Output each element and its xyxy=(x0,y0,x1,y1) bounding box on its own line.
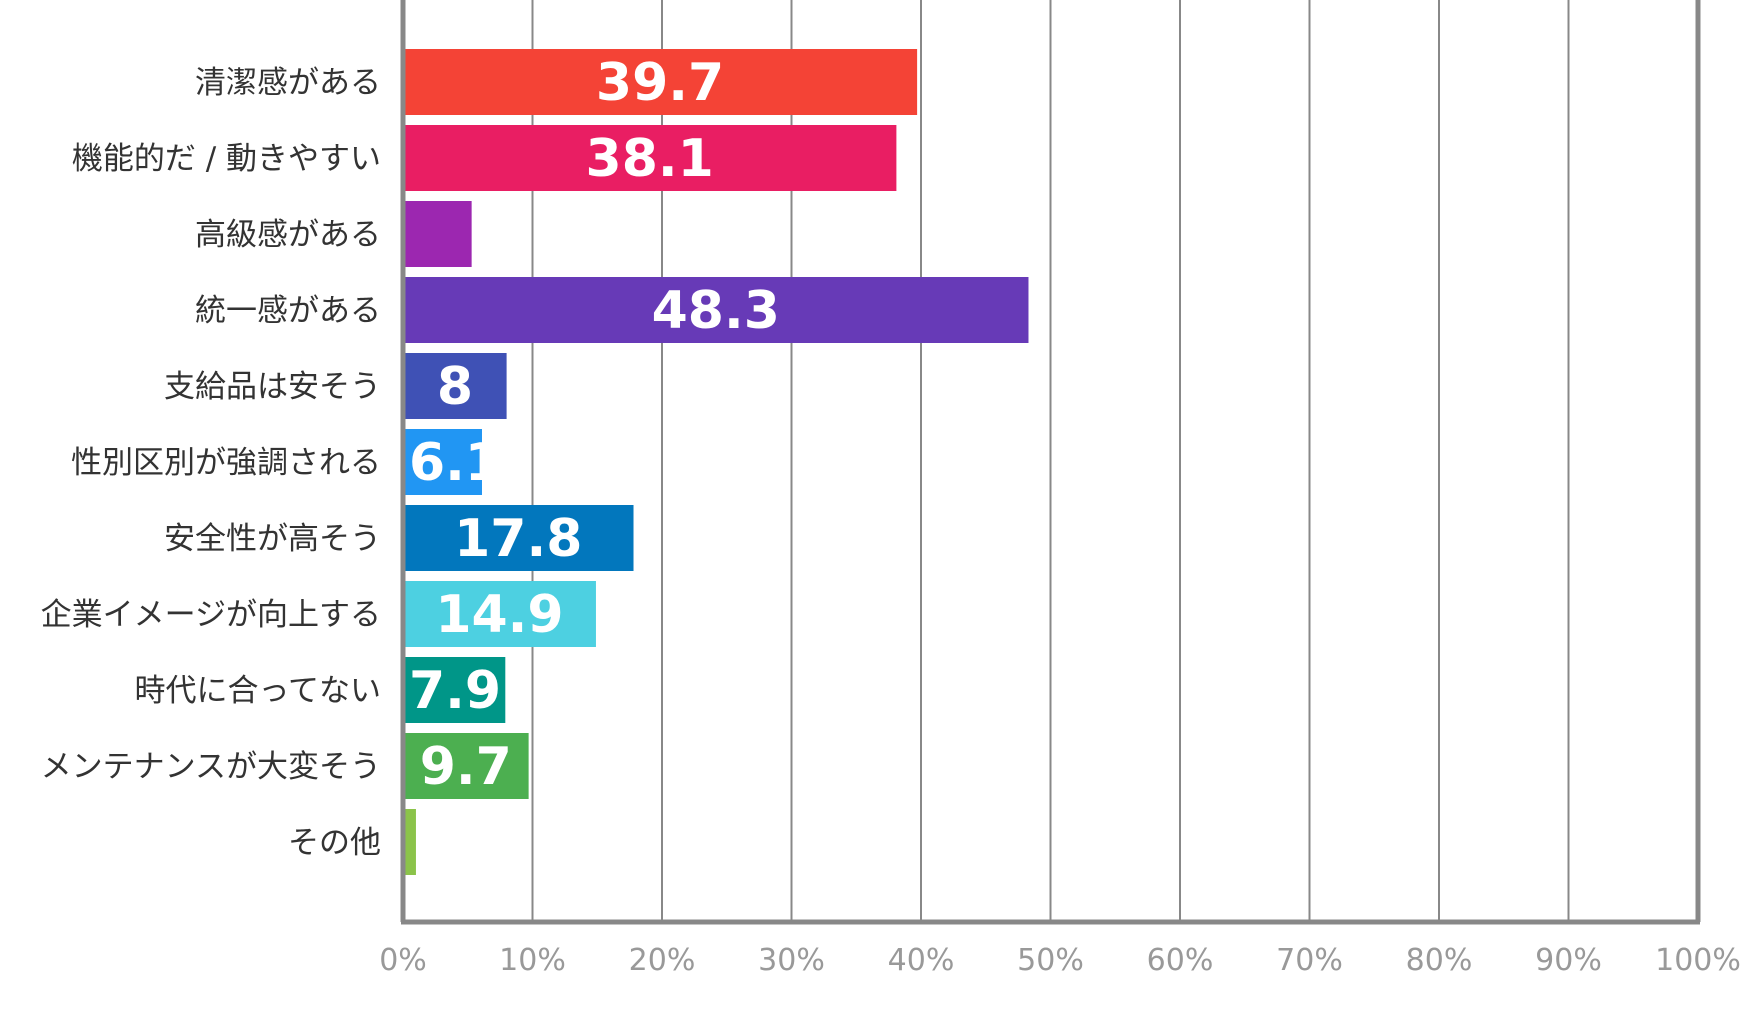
category-label: 時代に合ってない xyxy=(135,673,381,709)
x-tick-label: 40% xyxy=(888,943,955,978)
data-label: 9.7 xyxy=(420,737,512,797)
x-tick-label: 50% xyxy=(1017,943,1084,978)
x-tick-label: 30% xyxy=(758,943,825,978)
x-tick-label: 90% xyxy=(1535,943,1602,978)
data-label: 8 xyxy=(437,357,473,417)
bar xyxy=(403,657,506,723)
bars: 39.7 38.1 48.3 8 6.1 17.8 14.9 7.9 9.7 xyxy=(403,49,1029,875)
x-tick-label: 80% xyxy=(1406,943,1473,978)
bar xyxy=(403,809,416,875)
bar xyxy=(403,277,1029,343)
bar xyxy=(403,353,507,419)
bar xyxy=(403,429,482,495)
x-tick-label: 100% xyxy=(1655,943,1741,978)
data-label: 6.1 xyxy=(409,433,501,493)
x-tick-label: 70% xyxy=(1276,943,1343,978)
data-label: 38.1 xyxy=(586,129,714,189)
category-label: 性別区別が強調される xyxy=(71,445,381,481)
data-label: 7.9 xyxy=(409,661,501,721)
bar xyxy=(403,201,472,267)
bar xyxy=(403,505,634,571)
data-label: 48.3 xyxy=(652,281,780,341)
category-label: 清潔感がある xyxy=(195,65,381,101)
bar xyxy=(403,733,529,799)
data-label: 39.7 xyxy=(596,53,724,113)
axes xyxy=(400,0,1701,925)
category-label: 安全性が高そう xyxy=(164,521,381,557)
x-tick-label: 60% xyxy=(1147,943,1214,978)
data-label: 14.9 xyxy=(435,585,563,645)
category-label: 高級感がある xyxy=(195,217,381,253)
category-label: メンテナンスが大変そう xyxy=(41,749,381,785)
category-label: 企業イメージが向上する xyxy=(41,597,381,633)
bar xyxy=(403,49,918,115)
category-label: 支給品は安そう xyxy=(164,369,381,405)
x-tick-label: 10% xyxy=(499,943,566,978)
bar xyxy=(403,125,897,191)
x-tick-label: 20% xyxy=(629,943,696,978)
category-label: その他 xyxy=(288,825,381,861)
bar xyxy=(403,581,596,647)
category-label: 機能的だ / 動きやすい xyxy=(72,141,381,177)
x-axis-ticks: 0% 10% 20% 30% 40% 50% 60% 70% 80% 90% 100% xyxy=(379,943,1741,978)
data-label: 17.8 xyxy=(454,509,582,569)
category-label: 統一感がある xyxy=(195,293,381,329)
x-tick-label: 0% xyxy=(379,943,427,978)
